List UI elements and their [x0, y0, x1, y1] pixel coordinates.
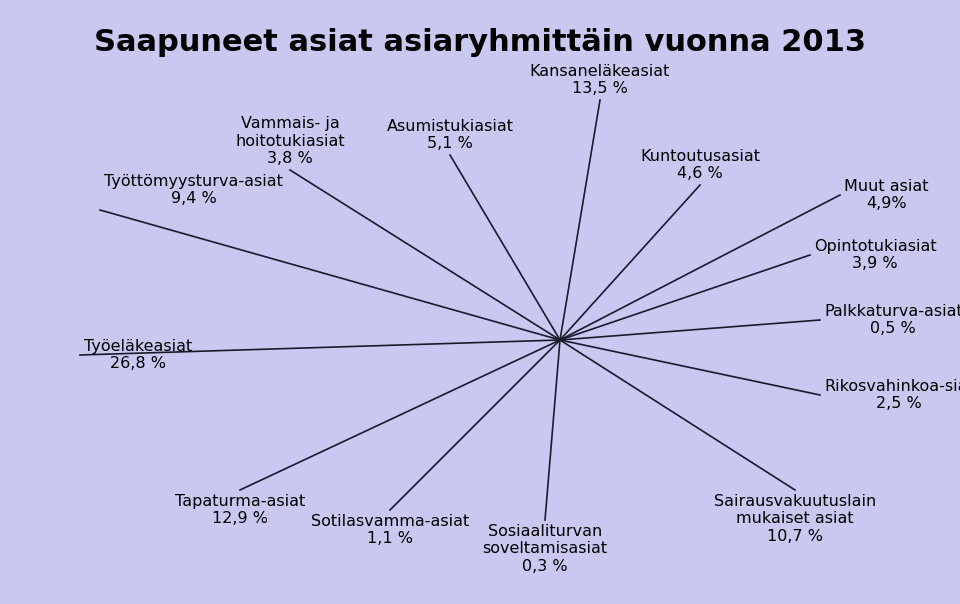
Text: Sotilasvamma-asiat
1,1 %: Sotilasvamma-asiat 1,1 %	[311, 514, 469, 547]
Text: Rikosvahinkoa­siat
2,5 %: Rikosvahinkoa­siat 2,5 %	[824, 379, 960, 411]
Text: Muut asiat
4,9%: Muut asiat 4,9%	[844, 179, 928, 211]
Text: Sosiaaliturvan
soveltamisasiat
0,3 %: Sosiaaliturvan soveltamisasiat 0,3 %	[483, 524, 608, 574]
Text: Työeläkeasiat
26,8 %: Työeläkeasiat 26,8 %	[84, 339, 192, 371]
Text: Opintotukiasiat
3,9 %: Opintotukiasiat 3,9 %	[814, 239, 937, 271]
Text: Kuntoutusasiat
4,6 %: Kuntoutusasiat 4,6 %	[640, 149, 760, 181]
Text: Työttömyysturva-asiat
9,4 %: Työttömyysturva-asiat 9,4 %	[104, 173, 283, 206]
Text: Kansaneläkeasiat
13,5 %: Kansaneläkeasiat 13,5 %	[530, 63, 670, 96]
Text: Tapaturma-asiat
12,9 %: Tapaturma-asiat 12,9 %	[175, 494, 305, 527]
Text: Vammais- ja
hoitotukiasiat
3,8 %: Vammais- ja hoitotukiasiat 3,8 %	[235, 116, 345, 166]
Text: Saapuneet asiat asiaryhmittäin vuonna 2013: Saapuneet asiat asiaryhmittäin vuonna 20…	[94, 28, 866, 57]
Text: Palkkaturva-asiat
0,5 %: Palkkaturva-asiat 0,5 %	[824, 304, 960, 336]
Text: Asumistukiasiat
5,1 %: Asumistukiasiat 5,1 %	[387, 118, 514, 151]
Text: Sairausvakuutuslain
mukaiset asiat
10,7 %: Sairausvakuutuslain mukaiset asiat 10,7 …	[714, 494, 876, 544]
